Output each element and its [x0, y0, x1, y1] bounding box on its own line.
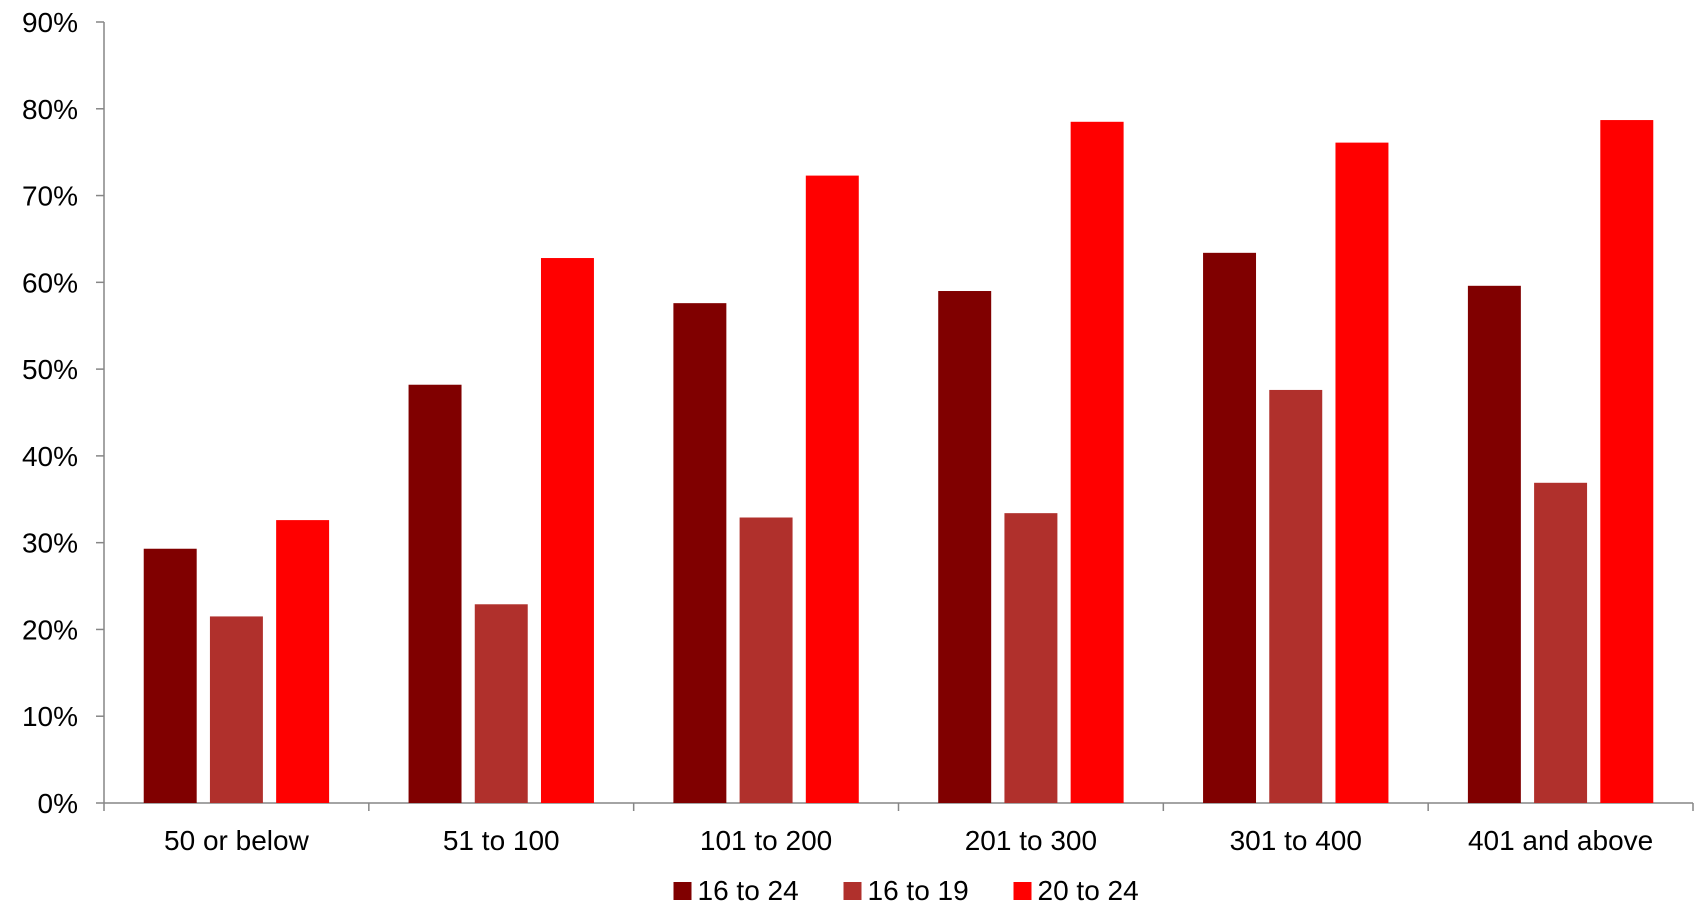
y-tick-label: 50%: [22, 354, 78, 385]
x-tick-label: 201 to 300: [965, 825, 1097, 856]
legend-label: 16 to 19: [868, 875, 969, 906]
legend-swatch: [843, 882, 862, 900]
bar: [1269, 389, 1323, 803]
x-tick-label: 401 and above: [1468, 825, 1653, 856]
bar: [938, 291, 992, 803]
legend-swatch: [673, 882, 692, 900]
bar: [1600, 120, 1654, 803]
bar: [1467, 285, 1521, 803]
bar: [1534, 482, 1588, 803]
legend: 16 to 24 16 to 19 20 to 24: [673, 875, 1139, 906]
y-tick-label: 80%: [22, 94, 78, 125]
y-tick-label: 90%: [22, 7, 78, 38]
legend-label: 16 to 24: [698, 875, 799, 906]
x-tick-label: 51 to 100: [443, 825, 560, 856]
bar: [1004, 513, 1058, 803]
x-axis: 50 or below 51 to 100 101 to 200 201 to 300…: [103, 802, 1694, 856]
bar: [209, 616, 263, 803]
y-axis: 0% 10% 20% 30% 40% 50% 60% 70% 80% 90%: [22, 7, 105, 819]
bar: [739, 517, 793, 803]
y-tick-label: 10%: [22, 701, 78, 732]
bar: [474, 604, 528, 803]
bars: [143, 120, 1654, 804]
bar: [1335, 142, 1389, 804]
bar: [540, 258, 594, 804]
y-tick-label: 0%: [38, 788, 78, 819]
y-tick-label: 40%: [22, 441, 78, 472]
y-tick-label: 70%: [22, 181, 78, 212]
y-tick-label: 60%: [22, 267, 78, 298]
bar: [805, 175, 859, 803]
bar: [276, 520, 330, 803]
x-tick-label: 301 to 400: [1230, 825, 1362, 856]
x-tick-label: 50 or below: [164, 825, 310, 856]
legend-label: 20 to 24: [1038, 875, 1139, 906]
x-tick-label: 101 to 200: [700, 825, 832, 856]
bar: [408, 384, 462, 803]
bar: [673, 303, 727, 803]
y-tick-label: 30%: [22, 528, 78, 559]
bar: [1203, 252, 1257, 804]
bar: [1070, 121, 1124, 804]
y-tick-label: 20%: [22, 614, 78, 645]
bar: [143, 548, 197, 803]
legend-swatch: [1013, 882, 1032, 900]
